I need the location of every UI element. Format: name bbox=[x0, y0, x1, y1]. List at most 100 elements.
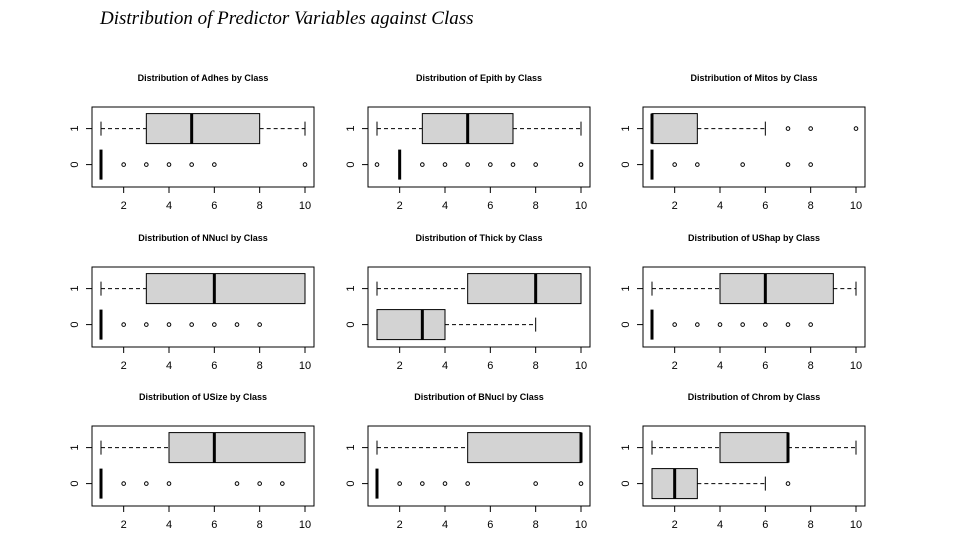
y-tick-label: 1 bbox=[620, 286, 632, 292]
outlier-point bbox=[717, 322, 723, 327]
y-tick-label: 0 bbox=[620, 322, 632, 328]
x-tick-label: 4 bbox=[442, 519, 448, 531]
x-tick-label: 8 bbox=[257, 200, 263, 212]
box-iqr bbox=[145, 273, 306, 305]
outlier-point bbox=[578, 481, 584, 486]
box-series-0 bbox=[375, 468, 584, 499]
outlier-point bbox=[144, 162, 149, 167]
panel-frame bbox=[367, 266, 591, 348]
x-tick-label: 8 bbox=[808, 360, 814, 372]
panel-frame bbox=[91, 425, 315, 507]
box-series-1 bbox=[376, 113, 582, 145]
outlier-point bbox=[763, 322, 768, 327]
outlier-point bbox=[853, 126, 859, 131]
x-tick-label: 10 bbox=[575, 360, 587, 372]
outlier-point bbox=[144, 481, 149, 486]
boxplot-panel: Distribution of Thick by Class 2 4 6 8 10 0 1 bbox=[345, 233, 591, 372]
box-series-1 bbox=[100, 113, 306, 145]
x-tick-label: 2 bbox=[397, 360, 403, 372]
box-iqr bbox=[467, 432, 582, 464]
outlier-point bbox=[785, 322, 791, 327]
panel-frame bbox=[367, 106, 591, 188]
panel-title: Distribution of Chrom by Class bbox=[688, 392, 821, 402]
panel-frame bbox=[367, 425, 591, 507]
box-iqr bbox=[467, 273, 582, 305]
outlier-point bbox=[121, 162, 126, 167]
boxplot-panel: Distribution of Mitos by Class 2 4 6 8 10 0 1 bbox=[620, 73, 866, 212]
outlier-point bbox=[189, 322, 194, 327]
panel-frame bbox=[642, 106, 866, 188]
y-tick-label: 0 bbox=[69, 481, 81, 487]
box-series-0 bbox=[99, 468, 285, 499]
outlier-point bbox=[302, 162, 308, 167]
boxplot-panel: Distribution of Chrom by Class 2 4 6 8 10 0 1 bbox=[620, 392, 866, 531]
outlier-point bbox=[212, 322, 217, 327]
box-iqr bbox=[145, 113, 261, 145]
box-iqr bbox=[376, 309, 446, 341]
x-tick-label: 10 bbox=[299, 200, 311, 212]
y-tick-label: 1 bbox=[69, 126, 81, 132]
outlier-point bbox=[397, 481, 402, 486]
box-iqr bbox=[651, 113, 698, 145]
box-iqr bbox=[719, 273, 834, 305]
x-tick-label: 8 bbox=[533, 360, 539, 372]
panel-title: Distribution of NNucl by Class bbox=[138, 233, 268, 243]
outlier-point bbox=[533, 162, 538, 167]
box-series-1 bbox=[650, 113, 859, 145]
x-tick-label: 2 bbox=[672, 360, 678, 372]
y-tick-label: 1 bbox=[345, 286, 357, 292]
outlier-point bbox=[695, 162, 700, 167]
outlier-point bbox=[234, 322, 240, 327]
box-series-1 bbox=[376, 432, 583, 464]
panel-frame bbox=[642, 266, 866, 348]
box-series-1 bbox=[376, 273, 582, 305]
y-tick-label: 1 bbox=[345, 445, 357, 451]
box-series-1 bbox=[100, 432, 306, 464]
outlier-point bbox=[121, 481, 126, 486]
outlier-point bbox=[808, 322, 813, 327]
x-tick-label: 4 bbox=[717, 360, 723, 372]
outlier-point bbox=[234, 481, 240, 486]
x-tick-label: 8 bbox=[808, 200, 814, 212]
outlier-point bbox=[465, 481, 470, 486]
x-tick-label: 2 bbox=[672, 519, 678, 531]
panel-frame bbox=[642, 425, 866, 507]
boxplot-panel: Distribution of NNucl by Class 2 4 6 8 10 0 1 bbox=[69, 233, 315, 372]
x-tick-label: 2 bbox=[672, 200, 678, 212]
outlier-point bbox=[808, 126, 813, 131]
outlier-point bbox=[144, 322, 149, 327]
outlier-point bbox=[785, 162, 791, 167]
x-tick-label: 4 bbox=[717, 200, 723, 212]
outlier-point bbox=[672, 162, 677, 167]
y-tick-label: 0 bbox=[620, 162, 632, 168]
x-tick-label: 10 bbox=[850, 200, 862, 212]
x-tick-label: 2 bbox=[397, 200, 403, 212]
x-tick-label: 8 bbox=[257, 360, 263, 372]
x-tick-label: 10 bbox=[299, 360, 311, 372]
x-tick-label: 6 bbox=[487, 360, 493, 372]
box-series-1 bbox=[651, 432, 857, 464]
box-series-1 bbox=[651, 273, 857, 305]
box-series-0 bbox=[376, 309, 537, 341]
x-tick-label: 10 bbox=[850, 360, 862, 372]
boxplot-panel: Distribution of Epith by Class 2 4 6 8 10 0 1 bbox=[345, 73, 591, 212]
boxplot-panel: Distribution of UShap by Class 2 4 6 8 10 0 1 bbox=[620, 233, 866, 372]
box-series-0 bbox=[650, 309, 813, 340]
outlier-point bbox=[166, 162, 172, 167]
x-tick-label: 2 bbox=[121, 360, 127, 372]
outlier-point bbox=[166, 481, 172, 486]
x-tick-label: 2 bbox=[397, 519, 403, 531]
x-tick-label: 10 bbox=[299, 519, 311, 531]
y-tick-label: 0 bbox=[345, 481, 357, 487]
page-title: Distribution of Predictor Variables agai… bbox=[100, 8, 474, 29]
outlier-point bbox=[442, 481, 448, 486]
x-tick-label: 6 bbox=[762, 360, 768, 372]
outlier-point bbox=[785, 481, 791, 486]
panel-title: Distribution of Mitos by Class bbox=[690, 73, 817, 83]
x-tick-label: 4 bbox=[166, 200, 172, 212]
y-tick-label: 0 bbox=[69, 162, 81, 168]
outlier-point bbox=[420, 162, 425, 167]
x-tick-label: 8 bbox=[808, 519, 814, 531]
x-tick-label: 6 bbox=[211, 200, 217, 212]
